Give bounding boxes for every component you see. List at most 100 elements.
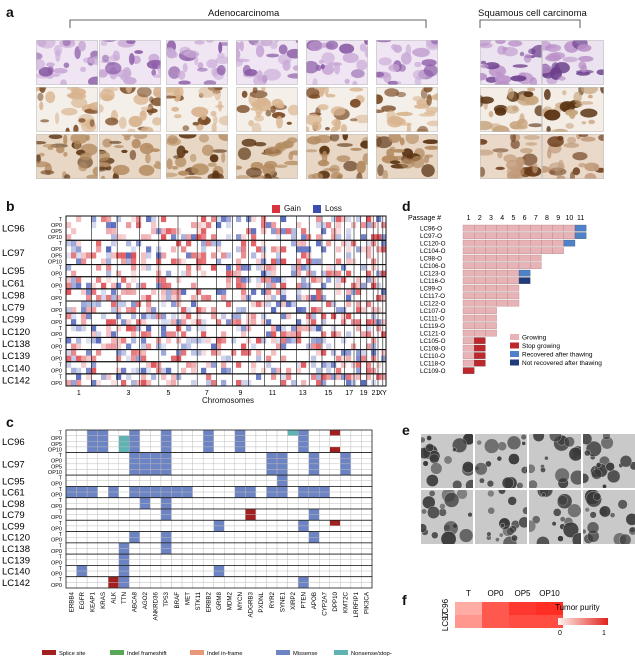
mut-cell — [86, 520, 98, 527]
cnv-cell — [71, 282, 77, 289]
purity-cell — [536, 602, 563, 615]
passage-row-label: LC121-O — [420, 331, 446, 338]
mut-cell — [213, 429, 225, 436]
mut-sub-label: T — [59, 543, 63, 549]
cnv-cell — [151, 228, 157, 235]
mut-cell — [255, 480, 267, 487]
cnv-cell — [116, 216, 122, 223]
purity-cell — [455, 615, 482, 628]
cnv-cell — [111, 331, 117, 338]
passage-cell-growing — [462, 322, 475, 329]
passage-cell-growing — [462, 329, 475, 337]
cnv-cell — [306, 294, 312, 301]
passage-cell-growing — [485, 239, 497, 247]
cnv-cell — [116, 349, 122, 356]
mut-cell — [160, 480, 172, 487]
mut-cell — [97, 463, 109, 470]
cnv-cell — [276, 301, 282, 308]
mut-cell — [86, 576, 98, 583]
passage-cell-growing — [552, 247, 564, 254]
cnv-sub-label: OP0 — [51, 320, 62, 326]
cnv-cell — [326, 240, 332, 247]
cnv-cell — [321, 331, 327, 338]
mut-cell — [308, 474, 320, 481]
mut-cell — [171, 503, 183, 510]
mut-cell — [213, 441, 225, 448]
mut-cell — [297, 463, 309, 470]
cnv-cell — [241, 234, 247, 241]
chromosome-tick: 9 — [238, 390, 242, 396]
cnv-sub-label: OP0 — [51, 272, 62, 278]
mut-cell — [287, 508, 299, 515]
cnv-cell — [301, 361, 307, 368]
mut-sub-label: OP10 — [48, 447, 62, 453]
mut-cell — [319, 491, 330, 498]
mut-cell — [97, 548, 109, 555]
cnv-cell — [86, 313, 92, 320]
cnv-cell — [336, 228, 342, 235]
cnv-cell — [116, 301, 122, 308]
cnv-cell — [281, 337, 287, 344]
brightfield-tile — [529, 434, 581, 488]
cnv-cell — [121, 252, 127, 259]
cnv-cell — [166, 319, 172, 326]
cnv-cell — [316, 216, 322, 223]
cnv-cell — [366, 222, 372, 229]
cnv-cell — [66, 307, 72, 314]
passage-cell-growing — [541, 232, 553, 239]
mut-cell — [287, 480, 299, 487]
cnv-cell — [116, 367, 122, 374]
mut-sub-label: OP0 — [51, 459, 62, 465]
cnv-cell — [226, 252, 232, 259]
cnv-cell — [166, 379, 172, 386]
mut-cell — [297, 469, 309, 476]
mut-cell — [340, 576, 352, 583]
passage-cell-growing — [474, 292, 486, 299]
cnv-cell — [236, 361, 242, 368]
passage-cell-growing — [496, 239, 508, 247]
cnv-cell — [316, 325, 322, 332]
cnv-cell — [241, 264, 247, 271]
mut-cell — [308, 520, 320, 527]
mut-cell — [171, 570, 183, 577]
mut-cell — [255, 458, 267, 465]
cnv-cell — [286, 301, 292, 308]
cnv-cell — [221, 367, 227, 374]
mut-cell — [255, 463, 267, 470]
cnv-cell — [371, 276, 377, 283]
cnv-cell — [131, 379, 137, 386]
mut-cell — [361, 559, 373, 566]
cnv-cell — [166, 270, 172, 277]
cnv-cell — [196, 349, 202, 356]
passage-cell-growing — [496, 224, 508, 232]
cnv-cell — [136, 282, 142, 289]
mut-cell — [65, 452, 77, 459]
cnv-cell — [291, 270, 297, 277]
mut-cell — [150, 446, 162, 453]
mut-cell — [150, 582, 162, 589]
mut-cell — [340, 531, 352, 538]
cnv-cell — [366, 301, 372, 308]
cnv-cell — [346, 234, 352, 241]
cnv-cell — [316, 337, 322, 344]
mut-cell — [86, 582, 98, 589]
cnv-cell — [111, 234, 117, 241]
cnv-cell — [316, 276, 322, 283]
mut-cell — [129, 508, 141, 515]
cnv-cell — [276, 234, 282, 241]
passage-cell-growing — [462, 232, 475, 239]
mut-cell — [160, 491, 172, 498]
cnv-cell — [266, 301, 272, 308]
mut-cell — [65, 576, 77, 583]
mut-cell — [150, 480, 162, 487]
passage-cell-growing — [474, 262, 486, 269]
mut-cell — [308, 452, 320, 459]
cnv-cell — [136, 349, 142, 356]
passage-row-label: LC96-O — [420, 226, 442, 233]
mut-cell — [297, 531, 309, 538]
cnv-cell — [381, 288, 387, 295]
purity-col-label: OP0 — [487, 589, 504, 598]
cnv-cell — [186, 325, 192, 332]
cnv-cell — [146, 331, 152, 338]
cnv-cell — [131, 252, 137, 259]
